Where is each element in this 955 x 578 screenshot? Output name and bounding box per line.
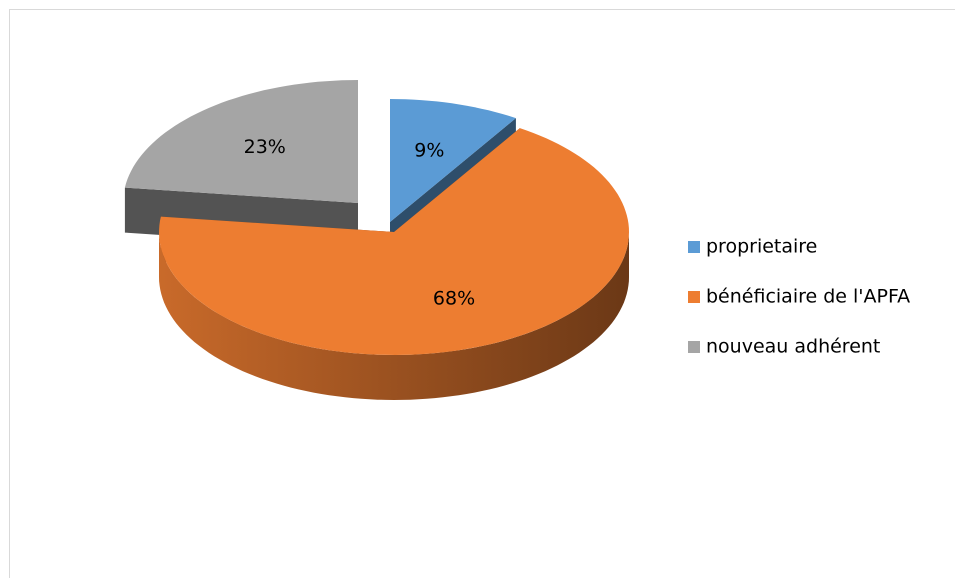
legend-swatch (688, 341, 700, 353)
legend-swatch (688, 241, 700, 253)
data-label: 68% (433, 287, 475, 309)
slice (159, 128, 629, 355)
data-label: 9% (414, 140, 444, 162)
chart-frame (9, 9, 955, 578)
slice (390, 99, 516, 222)
legend-label: nouveau adhérent (706, 336, 880, 358)
slice-wall (159, 232, 629, 400)
legend-label: proprietaire (706, 236, 817, 258)
legend-swatch (688, 291, 700, 303)
slice (124, 80, 359, 203)
data-label: 23% (244, 136, 286, 158)
legend-label: bénéficiaire de l'APFA (706, 286, 910, 308)
